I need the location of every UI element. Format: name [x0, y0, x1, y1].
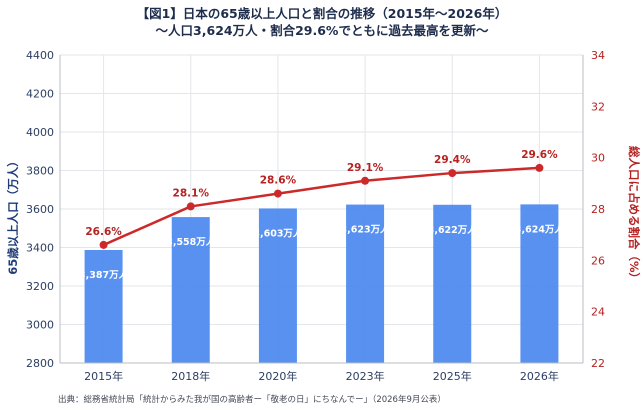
- ratio-point: [273, 189, 282, 198]
- grid: [60, 54, 583, 364]
- ratio-line: [103, 166, 540, 247]
- ratio-data-label: 28.6%: [260, 175, 297, 187]
- bar-data-label: 3,623万人: [341, 224, 391, 236]
- y2-tick-label: 32: [591, 100, 605, 113]
- y2-tick-label: 26: [591, 254, 605, 267]
- bar: [84, 250, 123, 363]
- y-tick-label: 3000: [26, 319, 54, 332]
- ratio-point: [99, 240, 108, 249]
- x-tick-label: 2023年: [346, 369, 385, 383]
- line-series: 26.6% 28.1% 28.6% 29.1% 29.4% 29.6%: [85, 149, 558, 249]
- y-tick-label: 3400: [26, 242, 54, 255]
- y-axis-title: 65歳以上人口（万人）: [6, 155, 20, 275]
- bar-data-label: 3,387万人: [79, 269, 129, 281]
- chart-subtitle: 〜人口3,624万人・割合29.6%でともに過去最高を更新〜: [156, 23, 489, 38]
- y2-tick-label: 24: [591, 306, 605, 319]
- ratio-data-label: 29.1%: [347, 162, 384, 174]
- x-tick-label: 2018年: [171, 369, 210, 383]
- axis-ticks: 2800 3000 3200 3400 3600 3800 4000 4200 4400 2015…: [26, 49, 605, 383]
- bar: [171, 217, 210, 363]
- bar: [433, 204, 472, 363]
- x-tick-label: 2020年: [258, 369, 297, 383]
- ratio-data-label: 29.4%: [434, 154, 471, 166]
- y-tick-label: 3800: [26, 165, 54, 178]
- plot-frame: [59, 55, 584, 364]
- ratio-data-label: 29.6%: [521, 149, 558, 161]
- bar-data-label: 3,622万人: [428, 224, 478, 236]
- y-tick-label: 4400: [26, 49, 54, 62]
- bar-data-label: 3,624万人: [515, 223, 565, 235]
- y2-tick-label: 34: [591, 49, 605, 62]
- x-tick-label: 2015年: [84, 369, 123, 383]
- x-tick-label: 2026年: [520, 369, 559, 383]
- ratio-data-label: 26.6%: [85, 226, 122, 238]
- bar-data-label: 3,558万人: [166, 236, 216, 248]
- ratio-point: [535, 163, 544, 172]
- y2-tick-label: 28: [591, 203, 605, 216]
- y-tick-label: 2800: [26, 357, 54, 370]
- ratio-point: [448, 169, 457, 178]
- ratio-point: [361, 176, 370, 185]
- ratio-point: [186, 202, 195, 211]
- bar: [346, 204, 385, 363]
- y-tick-label: 4000: [26, 126, 54, 139]
- y2-axis-title: 総人口に占める割合（%）: [627, 146, 641, 284]
- bar-data-label: 3,603万人: [253, 227, 303, 239]
- bar: [258, 208, 297, 363]
- y-tick-label: 3600: [26, 203, 54, 216]
- x-tick-label: 2025年: [433, 369, 472, 383]
- y2-tick-label: 22: [591, 357, 605, 370]
- y2-tick-label: 30: [591, 152, 605, 165]
- chart-title: 【図1】日本の65歳以上人口と割合の推移（2015年〜2026年）: [137, 6, 508, 21]
- y-tick-label: 3200: [26, 280, 54, 293]
- bar-series: 3,387万人 3,558万人 3,603万人 3,623万人 3,622万人 3,624…: [79, 204, 564, 363]
- ratio-data-label: 28.1%: [173, 187, 210, 199]
- y-tick-label: 4200: [26, 88, 54, 101]
- bar: [520, 204, 559, 363]
- source-note: 出典：総務省統計局「統計からみた我が国の高齢者ー「敬老の日」にちなんでー」（20…: [58, 394, 446, 405]
